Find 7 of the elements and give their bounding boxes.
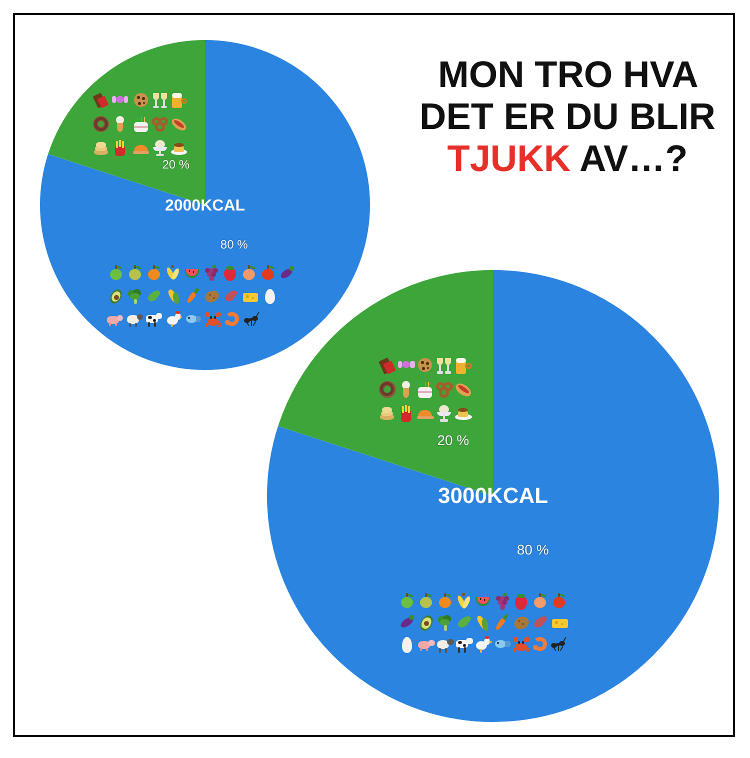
text: 3000KCAL [438, 483, 548, 508]
data-label: 20 % [162, 157, 190, 172]
data-label: 20 % [437, 432, 470, 448]
data-label: 80 % [516, 542, 549, 558]
chart-title: MON TRO HVA DET ER DU BLIR TJUKK AV…? [419, 54, 716, 179]
data-label: 80 % [220, 237, 248, 252]
text: 2000KCAL [164, 197, 246, 214]
